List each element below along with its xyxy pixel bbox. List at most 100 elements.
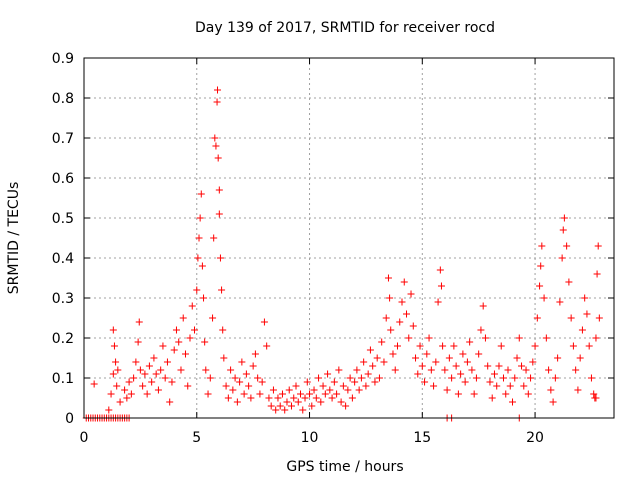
data-point: [299, 406, 307, 414]
data-point: [214, 154, 222, 162]
data-point: [515, 334, 523, 342]
data-point: [154, 386, 162, 394]
data-point: [157, 366, 165, 374]
data-point: [216, 254, 224, 262]
data-point: [441, 366, 449, 374]
data-point: [204, 390, 212, 398]
data-point: [224, 394, 232, 402]
data-point: [547, 386, 555, 394]
data-point: [109, 326, 117, 334]
data-point: [172, 326, 180, 334]
data-point: [477, 326, 485, 334]
data-point: [497, 342, 505, 350]
data-point: [481, 334, 489, 342]
data-point: [321, 390, 329, 398]
data-point: [593, 270, 601, 278]
data-point: [389, 350, 397, 358]
data-point: [364, 370, 372, 378]
data-point: [143, 390, 151, 398]
data-point: [423, 350, 431, 358]
data-point: [353, 366, 361, 374]
data-point: [148, 378, 156, 386]
data-point: [443, 386, 451, 394]
data-point: [177, 366, 185, 374]
data-point: [339, 382, 347, 390]
data-point: [563, 242, 571, 250]
data-point: [400, 278, 408, 286]
data-point: [524, 390, 532, 398]
data-point: [409, 322, 417, 330]
data-point: [200, 294, 208, 302]
data-point: [369, 362, 377, 370]
data-point: [576, 354, 584, 362]
data-point: [242, 370, 250, 378]
x-tick-label: 5: [192, 430, 201, 446]
data-point: [211, 134, 219, 142]
data-point: [565, 278, 573, 286]
data-point: [134, 338, 142, 346]
data-point: [502, 390, 510, 398]
data-point: [265, 394, 273, 402]
data-point: [197, 190, 205, 198]
data-point: [191, 326, 199, 334]
data-point: [592, 394, 600, 402]
data-point: [301, 394, 309, 402]
data-point: [202, 366, 210, 374]
data-point: [437, 282, 445, 290]
data-point: [360, 358, 368, 366]
data-point: [283, 398, 291, 406]
axis-ticks: 0 0.1 0.2 0.3 0.4 0.5 0.6 0.7 0.8 0.9 0 5 10 15 20: [52, 51, 614, 446]
data-point: [567, 314, 575, 322]
data-point: [267, 402, 275, 410]
data-point: [112, 358, 120, 366]
data-point: [430, 382, 438, 390]
data-point: [490, 370, 498, 378]
data-point: [166, 398, 174, 406]
data-point: [194, 254, 202, 262]
data-point: [90, 380, 98, 388]
data-point: [346, 374, 354, 382]
data-point: [470, 390, 478, 398]
y-tick-label: 0: [65, 411, 74, 427]
data-point: [245, 382, 253, 390]
data-point: [127, 390, 135, 398]
data-point: [414, 370, 422, 378]
x-tick-label: 10: [301, 430, 319, 446]
data-point: [559, 226, 567, 234]
data-point: [222, 382, 230, 390]
data-point: [287, 402, 295, 410]
x-tick-label: 0: [80, 430, 89, 446]
data-point: [233, 398, 241, 406]
data-point: [159, 342, 167, 350]
data-point: [175, 338, 183, 346]
data-point: [163, 358, 171, 366]
data-point: [240, 390, 248, 398]
data-point: [184, 382, 192, 390]
data-point: [418, 362, 426, 370]
data-point: [357, 374, 365, 382]
data-point: [587, 374, 595, 382]
data-point: [536, 282, 544, 290]
data-point: [533, 314, 541, 322]
data-point: [310, 386, 318, 394]
data-point: [220, 354, 228, 362]
data-point: [181, 350, 189, 358]
data-point: [545, 366, 553, 374]
data-point: [479, 302, 487, 310]
data-point: [362, 382, 370, 390]
data-point: [186, 334, 194, 342]
data-point: [439, 342, 447, 350]
data-point: [380, 358, 388, 366]
y-tick-label: 0.7: [52, 131, 74, 147]
data-point: [150, 354, 158, 362]
data-point: [333, 390, 341, 398]
data-point: [281, 406, 289, 414]
data-point: [488, 394, 496, 402]
data-point: [493, 382, 501, 390]
data-point: [330, 378, 338, 386]
data-point: [116, 398, 124, 406]
data-point: [506, 382, 514, 390]
y-axis-label: SRMTID / TECUs: [6, 182, 22, 295]
data-point: [403, 310, 411, 318]
